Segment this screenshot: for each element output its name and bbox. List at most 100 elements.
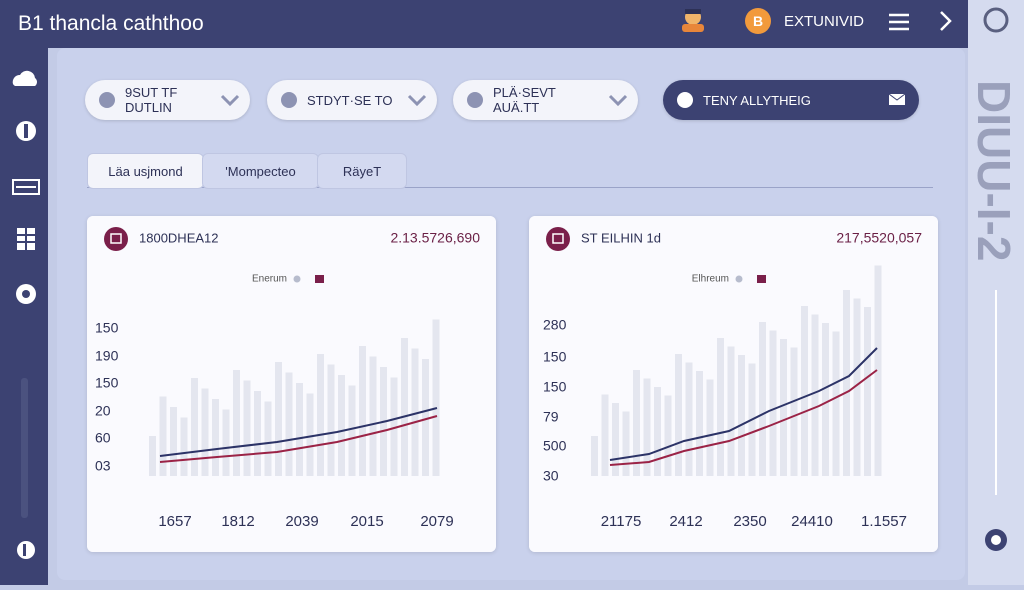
bg-column <box>254 391 261 476</box>
search-label: TENY ALLYTHEIG <box>703 92 811 108</box>
chevron <box>608 94 628 107</box>
right-strip: DIUU-I-2 <box>968 0 1024 585</box>
bg-column <box>864 307 871 476</box>
x-tick-label: 1657 <box>158 513 191 530</box>
bg-column <box>675 354 682 476</box>
filter-dropdown[interactable]: 9SUT TF DUTLIN <box>85 80 250 120</box>
bg-column <box>201 388 209 476</box>
coin-badge[interactable]: B <box>745 8 771 34</box>
y-tick-label: 79 <box>543 409 559 425</box>
filter-icon <box>467 92 483 108</box>
bg-column <box>874 265 882 476</box>
bg-column <box>822 323 829 476</box>
bg-column <box>264 401 272 476</box>
menu-icon[interactable] <box>888 12 910 32</box>
card-icon <box>546 227 570 251</box>
legend-dot <box>735 275 743 283</box>
bg-column <box>296 383 303 476</box>
bg-column <box>769 330 777 476</box>
bg-column <box>327 364 335 476</box>
tab[interactable]: RäyeT <box>317 153 407 189</box>
bg-column <box>275 362 282 476</box>
filter-dropdown[interactable]: STDYT·SE TO <box>267 80 437 120</box>
bg-column <box>601 394 609 476</box>
bg-column <box>664 395 672 476</box>
bg-column <box>159 396 167 476</box>
bg-column <box>759 322 766 476</box>
bg-column <box>832 331 840 476</box>
bg-column <box>222 409 230 476</box>
chart-card: ST EILHIN 1d 217,5520,057 Elhreum 280 150 150… <box>529 216 938 552</box>
y-tick-label: 150 <box>95 320 119 336</box>
bg-column <box>191 378 198 476</box>
bg-column <box>717 338 724 476</box>
y-tick-label: 20 <box>95 403 111 419</box>
bg-column <box>843 290 850 476</box>
filter-dropdown[interactable]: PLÄ·SEVT AUÄ.TT <box>453 80 638 120</box>
account-name[interactable]: EXTUNIVID <box>784 13 865 30</box>
icon-dot <box>281 92 297 108</box>
chevron-path <box>220 94 240 107</box>
navy-line <box>159 407 438 457</box>
filter-icon <box>99 92 115 108</box>
bg-column <box>338 375 345 476</box>
bg-column <box>390 377 398 476</box>
bg-column <box>612 403 619 476</box>
x-tick-label: 2015 <box>350 513 383 530</box>
bg-column <box>149 436 156 476</box>
bg-column <box>401 338 408 476</box>
y-tick-label: 500 <box>543 438 567 454</box>
legend-dot <box>293 275 301 283</box>
bg-column <box>654 387 661 476</box>
bg-column <box>633 370 640 476</box>
next-icon[interactable] <box>938 10 954 32</box>
bg-column <box>706 379 714 476</box>
bg-column <box>411 348 419 476</box>
icon-dot <box>99 92 115 108</box>
tab[interactable]: Läa usjmond <box>87 153 204 189</box>
card-value: 2.13.5726,690 <box>390 230 480 246</box>
red-line <box>609 369 878 466</box>
bg-column <box>212 399 219 476</box>
y-tick-label: 280 <box>543 317 567 333</box>
y-tick-label: 30 <box>543 468 559 484</box>
x-tick-label: 2039 <box>285 513 318 530</box>
legend-label: Enerum <box>252 274 287 285</box>
mail-icon <box>888 93 906 105</box>
card-icon <box>104 227 128 251</box>
bg-column <box>369 356 377 476</box>
card-title: 1800DHEA12 <box>139 230 219 245</box>
tab[interactable]: 'Mompecteo <box>202 153 319 189</box>
tab-divider <box>87 187 933 188</box>
avatar[interactable] <box>676 4 710 34</box>
search-box[interactable]: TENY ALLYTHEIG <box>663 80 919 120</box>
icon-dot <box>467 92 483 108</box>
chevron-path <box>608 94 628 107</box>
bg-column <box>643 378 651 476</box>
bg-column <box>422 359 429 476</box>
side-text: DIUU-I-2 <box>968 80 1020 261</box>
top-bar: B1 thancla caththoo B EXTUNIVID <box>0 0 968 48</box>
x-tick-label: 2412 <box>669 513 702 530</box>
filter-label: PLÄ·SEVT AUÄ.TT <box>493 85 556 115</box>
bg-column <box>243 380 251 476</box>
bg-column <box>622 411 630 476</box>
legend-label: Elhreum <box>692 274 729 285</box>
y-tick-label: 190 <box>95 348 119 364</box>
red-line <box>159 415 438 463</box>
y-tick-label: 150 <box>95 375 119 391</box>
navy-line <box>609 347 878 461</box>
x-tick-label: 1812 <box>221 513 254 530</box>
bg-column <box>432 319 440 476</box>
legend-swatch <box>757 275 766 283</box>
bg-column <box>180 417 188 476</box>
bg-column <box>780 339 787 476</box>
strip-art: DIUU-I-2 <box>968 7 1020 551</box>
bg-column <box>685 362 693 476</box>
chart-card: 1800DHEA12 2.13.5726,690 Enerum 150 190 150 20… <box>87 216 496 552</box>
y-tick-label: 150 <box>543 349 567 365</box>
bg-column <box>790 347 798 476</box>
card-value: 217,5520,057 <box>836 230 922 246</box>
sidebar <box>0 48 48 585</box>
